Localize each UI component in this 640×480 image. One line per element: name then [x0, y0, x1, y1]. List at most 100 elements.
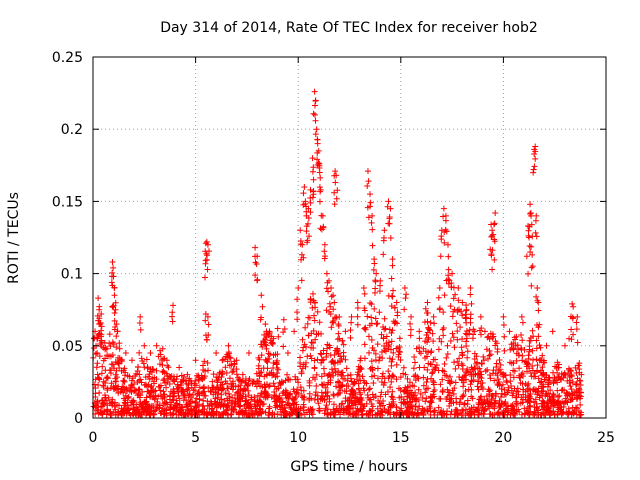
data-point: [290, 400, 297, 407]
data-point: [368, 336, 375, 343]
data-point: [452, 411, 459, 418]
data-point: [168, 401, 175, 408]
data-point: [551, 411, 558, 418]
data-point: [282, 389, 289, 396]
data-point: [497, 404, 504, 411]
data-point: [323, 402, 330, 409]
data-point: [196, 401, 203, 408]
data-point: [362, 324, 369, 331]
data-point: [112, 378, 119, 385]
data-point: [330, 392, 337, 399]
data-point: [222, 364, 229, 371]
data-point: [502, 407, 509, 414]
data-point: [348, 319, 355, 326]
data-point: [509, 410, 516, 417]
data-point: [185, 406, 192, 413]
data-point: [294, 309, 301, 316]
data-point: [517, 374, 524, 381]
data-point: [475, 386, 482, 393]
data-point: [519, 319, 526, 326]
data-point: [459, 312, 466, 319]
data-point: [420, 410, 427, 417]
data-point: [299, 347, 306, 354]
data-point: [373, 321, 380, 328]
data-point: [357, 355, 364, 362]
data-point: [407, 332, 414, 339]
data-point: [365, 178, 372, 185]
data-point: [151, 396, 158, 403]
data-point: [352, 394, 359, 401]
data-point: [492, 390, 499, 397]
data-point: [388, 346, 395, 353]
data-point: [493, 363, 500, 370]
data-point: [239, 371, 246, 378]
data-point: [528, 282, 535, 289]
data-point: [516, 409, 523, 416]
data-point: [566, 380, 573, 387]
data-point: [372, 285, 379, 292]
data-point: [388, 275, 395, 282]
data-point: [527, 334, 534, 341]
data-point: [322, 384, 329, 391]
data-point: [278, 412, 285, 419]
data-point: [181, 394, 188, 401]
data-point: [468, 386, 475, 393]
data-point: [134, 367, 141, 374]
data-point: [348, 313, 355, 320]
data-point: [513, 394, 520, 401]
data-point: [450, 390, 457, 397]
data-point: [486, 372, 493, 379]
data-point: [192, 377, 199, 384]
data-point: [309, 304, 316, 311]
data-point: [573, 411, 580, 418]
data-point: [315, 330, 322, 337]
data-point: [94, 371, 101, 378]
data-point: [463, 335, 470, 342]
data-point: [100, 399, 107, 406]
data-point: [535, 333, 542, 340]
data-point: [361, 307, 368, 314]
data-point: [193, 395, 200, 402]
data-point: [471, 328, 478, 335]
data-point: [263, 345, 270, 352]
data-point: [535, 411, 542, 418]
data-point: [389, 372, 396, 379]
data-point: [311, 396, 318, 403]
data-point: [199, 362, 206, 369]
data-point: [114, 328, 121, 335]
data-point: [533, 293, 540, 300]
data-point: [420, 374, 427, 381]
data-point: [288, 410, 295, 417]
data-point: [451, 344, 458, 351]
data-point: [373, 270, 380, 277]
data-point: [437, 253, 444, 260]
data-point: [319, 212, 326, 219]
data-point: [335, 350, 342, 357]
data-point: [176, 395, 183, 402]
data-point: [99, 403, 106, 410]
data-point: [389, 356, 396, 363]
data-point: [445, 377, 452, 384]
data-point: [449, 270, 456, 277]
data-point: [438, 236, 445, 243]
data-point: [111, 309, 118, 316]
data-point: [245, 381, 252, 388]
data-point: [471, 411, 478, 418]
data-point: [569, 404, 576, 411]
data-point: [148, 383, 155, 390]
data-point: [128, 381, 135, 388]
data-point: [281, 325, 288, 332]
data-point: [455, 362, 462, 369]
data-point: [511, 334, 518, 341]
data-point: [505, 384, 512, 391]
data-point: [555, 364, 562, 371]
data-point: [364, 168, 371, 175]
data-point: [204, 313, 211, 320]
data-point: [333, 383, 340, 390]
data-point: [523, 253, 530, 260]
data-point: [524, 394, 531, 401]
data-point: [396, 335, 403, 342]
data-point: [523, 407, 530, 414]
data-point: [349, 386, 356, 393]
data-point: [517, 400, 524, 407]
